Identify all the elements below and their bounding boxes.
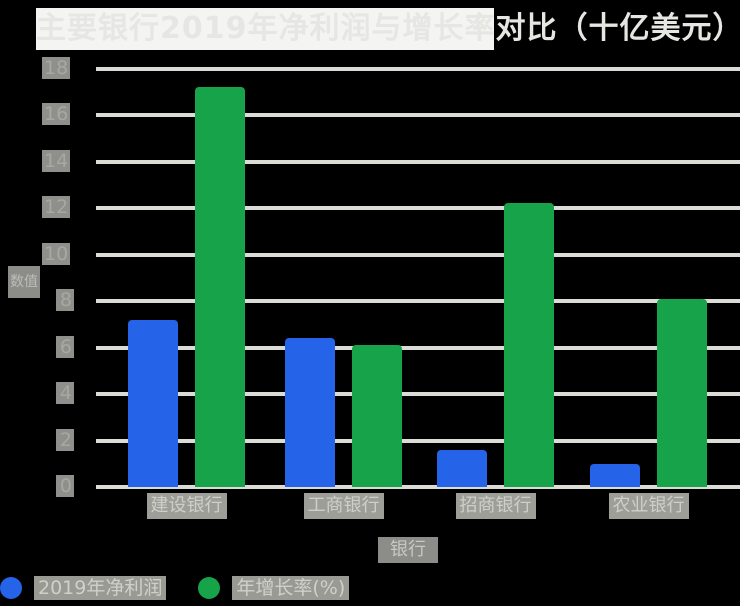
bar-net-profit[interactable]	[590, 463, 640, 487]
y-tick-label: 2	[56, 428, 74, 451]
y-tick-label: 4	[56, 382, 74, 404]
bar-growth-rate[interactable]	[352, 345, 402, 487]
bar-net-profit[interactable]	[128, 319, 178, 487]
gridline	[96, 485, 740, 489]
legend-item-growth-rate[interactable]: 年增长率(%)	[198, 576, 350, 600]
y-tick-label: 8	[56, 289, 74, 311]
gridline	[96, 113, 740, 117]
y-axis-title: 数值	[8, 266, 40, 298]
gridline	[96, 345, 740, 350]
bar-growth-rate[interactable]	[504, 203, 554, 487]
gridline	[96, 252, 740, 257]
gridline	[96, 392, 740, 396]
legend-dot-icon	[0, 577, 22, 599]
x-tick-label: 招商银行	[455, 493, 536, 519]
bar-net-profit[interactable]	[437, 449, 487, 487]
legend-label: 2019年净利润	[34, 576, 167, 600]
y-tick-label: 0	[56, 475, 74, 497]
gridline	[96, 66, 740, 71]
legend-label: 年增长率(%)	[232, 576, 350, 600]
gridline	[96, 159, 740, 164]
y-tick-label: 16	[42, 103, 70, 125]
x-tick-label: 农业银行	[608, 493, 689, 519]
legend-item-net-profit[interactable]: 2019年净利润	[0, 576, 167, 600]
y-tick-label: 12	[42, 196, 70, 218]
x-tick-label: 工商银行	[303, 493, 384, 519]
bar-growth-rate[interactable]	[195, 87, 245, 487]
bar-net-profit[interactable]	[285, 338, 335, 487]
y-tick-label: 6	[56, 335, 74, 358]
legend-dot-icon	[198, 577, 221, 599]
gridline	[96, 299, 740, 303]
gridline	[96, 206, 740, 210]
gridline	[96, 438, 740, 443]
y-tick-label: 18	[42, 56, 70, 79]
y-tick-label: 14	[42, 149, 70, 172]
x-axis-title: 银行	[378, 537, 438, 563]
bar-growth-rate[interactable]	[657, 298, 707, 487]
x-tick-label: 建设银行	[146, 493, 227, 519]
y-tick-label: 10	[42, 242, 70, 265]
legend: 2019年净利润 年增长率(%)	[0, 574, 381, 602]
